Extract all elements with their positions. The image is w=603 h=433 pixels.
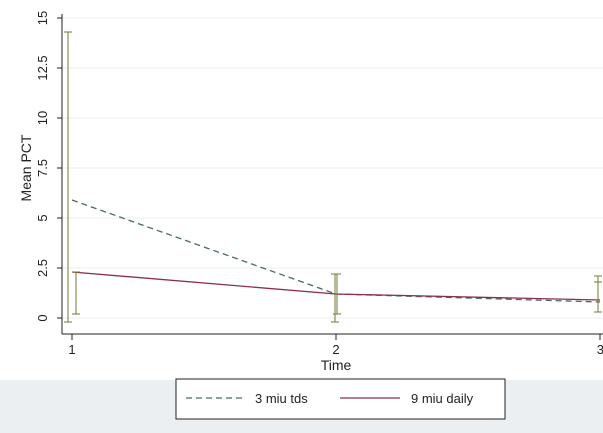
y-ticks: 0 2.5 5 7.5 10 12.5 15 <box>35 11 62 322</box>
x-tick-label: 3 <box>597 342 603 357</box>
series-line-9-miu-daily <box>71 271 601 301</box>
grid-lines <box>62 17 603 319</box>
legend-label-3-miu-tds: 3 miu tds <box>255 391 308 406</box>
error-bars <box>64 31 602 323</box>
y-tick-label: 10 <box>35 111 50 125</box>
x-axis-title: Time <box>321 357 352 373</box>
y-tick-label: 0 <box>35 314 50 321</box>
y-tick-label: 5 <box>35 214 50 221</box>
legend: 3 miu tds 9 miu daily <box>175 378 506 420</box>
x-ticks: 1 2 3 <box>68 334 603 357</box>
series <box>71 199 601 303</box>
y-tick-label: 2.5 <box>35 259 50 277</box>
y-axis-title: Mean PCT <box>18 134 34 201</box>
x-tick-label: 1 <box>68 342 75 357</box>
x-tick-label: 2 <box>332 342 339 357</box>
axes <box>61 14 603 335</box>
y-tick-label: 12.5 <box>35 55 50 80</box>
legend-label-9-miu-daily: 9 miu daily <box>411 391 474 406</box>
y-tick-label: 7.5 <box>35 159 50 177</box>
legend-box <box>175 378 506 420</box>
y-tick-label: 15 <box>35 11 50 25</box>
series-line-3-miu-tds <box>71 199 601 303</box>
